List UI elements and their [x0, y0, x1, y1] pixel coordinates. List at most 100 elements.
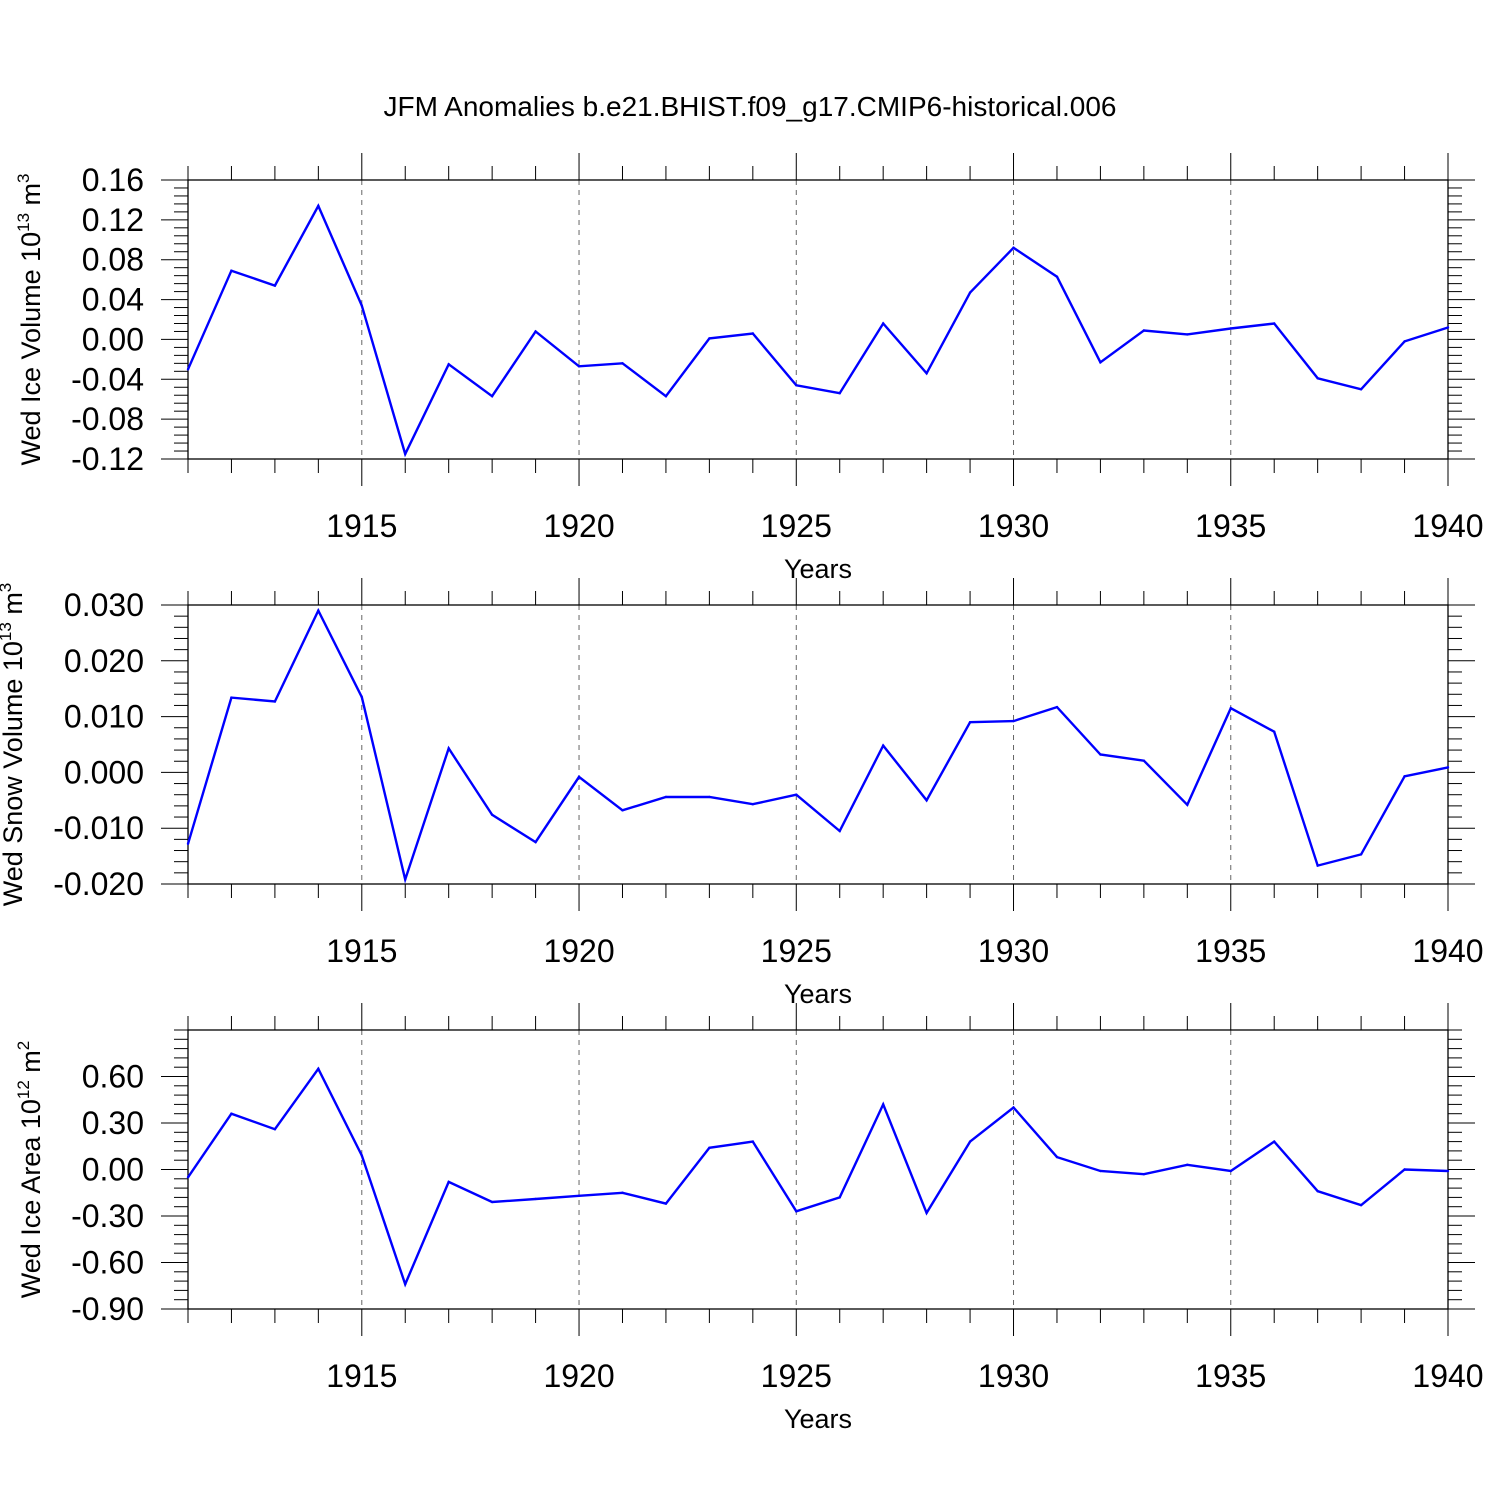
data-point: [708, 795, 711, 799]
data-point: [925, 1211, 928, 1215]
data-point: [577, 1194, 581, 1198]
y-tick-label: 0.00: [82, 321, 144, 357]
data-point: [795, 384, 798, 387]
data-point: [186, 1176, 190, 1179]
data-point: [186, 842, 190, 846]
data-series-line: [186, 607, 1449, 884]
y-axis-label-exponent: 12: [14, 1080, 33, 1099]
data-point: [1403, 1168, 1406, 1171]
data-point: [1316, 1190, 1319, 1193]
data-series-line: [187, 1066, 1449, 1288]
data-point: [230, 1112, 233, 1115]
data-series-line: [186, 203, 1449, 458]
data-point: [751, 803, 755, 806]
data-point: [404, 1283, 407, 1286]
data-point: [1446, 766, 1450, 769]
data-point: [1316, 864, 1319, 867]
plot-frame: [187, 1029, 1449, 1310]
data-point: [1403, 340, 1406, 343]
data-point: [230, 696, 233, 699]
data-point: [273, 1128, 277, 1131]
y-tick-label: 0.020: [64, 643, 144, 679]
x-tick-label: 1925: [761, 933, 832, 969]
data-point: [838, 392, 841, 395]
data-point: [230, 269, 233, 272]
y-tick-label: 0.30: [82, 1105, 144, 1141]
x-axis-label: Years: [784, 554, 852, 584]
y-tick-label: 0.60: [82, 1059, 144, 1095]
data-point: [1229, 707, 1232, 710]
x-tick-label: 1920: [543, 933, 614, 969]
data-point: [1055, 1155, 1059, 1159]
data-point: [317, 609, 320, 612]
data-point: [708, 1146, 711, 1150]
data-point: [925, 799, 928, 802]
y-axis-label: Wed Snow Volume 1013 m3: [0, 583, 28, 907]
data-point: [795, 793, 798, 796]
y-tick-label: 0.08: [82, 242, 144, 278]
y-axis-label: Wed Ice Area 1012 m2: [14, 1041, 46, 1299]
y-axis-label: Wed Ice Volume 1013 m3: [14, 173, 46, 465]
x-tick-label: 1915: [326, 933, 397, 969]
y-tick-label: 0.16: [82, 162, 144, 198]
data-point: [1186, 1163, 1189, 1167]
data-point: [577, 365, 581, 368]
y-tick-label: 0.04: [82, 282, 144, 318]
data-point: [490, 1200, 494, 1204]
x-tick-label: 1925: [761, 1358, 832, 1394]
data-point: [751, 1140, 755, 1143]
data-point: [664, 795, 668, 799]
x-tick-label: 1935: [1195, 933, 1266, 969]
data-point: [1142, 329, 1146, 332]
data-point: [881, 322, 885, 325]
panel-3: 0.60 0.30 0.00 -0.30 -0.60 -0.90 1915 1920 1925 1…: [14, 1003, 1484, 1434]
y-axis-label-exponent: 3: [14, 173, 33, 182]
data-point: [751, 332, 755, 335]
y-axis-label-text: Wed Ice Area 10: [16, 1099, 46, 1298]
data-point: [1099, 1169, 1102, 1173]
x-tick-label: 1930: [978, 933, 1049, 969]
data-point: [447, 363, 450, 366]
data-point: [404, 452, 407, 456]
y-axis-label-exponent: 3: [0, 583, 15, 592]
x-axis-label: Years: [784, 979, 852, 1009]
panel-2: 0.030 0.020 0.010 0.000 -0.010 -0.020 1915 1920…: [0, 578, 1484, 1009]
x-tick-label: 1935: [1195, 1358, 1266, 1394]
y-axis-label-text: Wed Ice Volume 10: [16, 232, 46, 466]
data-point: [881, 744, 885, 747]
data-point: [273, 700, 277, 703]
data-point: [925, 372, 928, 375]
panel-1: 0.16 0.12 0.08 0.040.00 -0.04 -0.08 -0.12 1915 1…: [14, 153, 1484, 584]
data-point: [838, 829, 841, 833]
data-point: [360, 695, 363, 699]
data-point: [1012, 1106, 1015, 1109]
data-point: [1359, 853, 1363, 856]
data-point: [577, 775, 581, 779]
data-point: [1359, 388, 1363, 391]
data-point: [664, 395, 668, 398]
y-tick-label: -0.30: [71, 1198, 144, 1234]
data-point: [1099, 753, 1102, 756]
y-tick-label: 0.00: [82, 1152, 144, 1188]
y-tick-label: 0.010: [64, 699, 144, 735]
data-point: [1446, 326, 1450, 329]
x-tick-label: 1940: [1412, 508, 1483, 544]
y-axis-label-text: m: [0, 592, 28, 622]
y-axis-label-text: m: [16, 1050, 46, 1080]
data-point: [1055, 275, 1059, 278]
data-point: [447, 1180, 450, 1184]
x-tick-label: 1925: [761, 508, 832, 544]
x-tick-label: 1920: [543, 1358, 614, 1394]
data-point: [1055, 705, 1059, 709]
y-tick-label: 0.030: [64, 587, 144, 623]
data-point: [968, 1140, 972, 1143]
data-point: [490, 813, 494, 817]
data-point: [534, 1197, 537, 1201]
data-point: [708, 337, 711, 340]
plot-frame: [187, 179, 1449, 460]
data-point: [1229, 1169, 1232, 1173]
data-point: [1273, 322, 1276, 325]
x-tick-label: 1935: [1195, 508, 1266, 544]
y-tick-label: -0.12: [71, 441, 144, 477]
